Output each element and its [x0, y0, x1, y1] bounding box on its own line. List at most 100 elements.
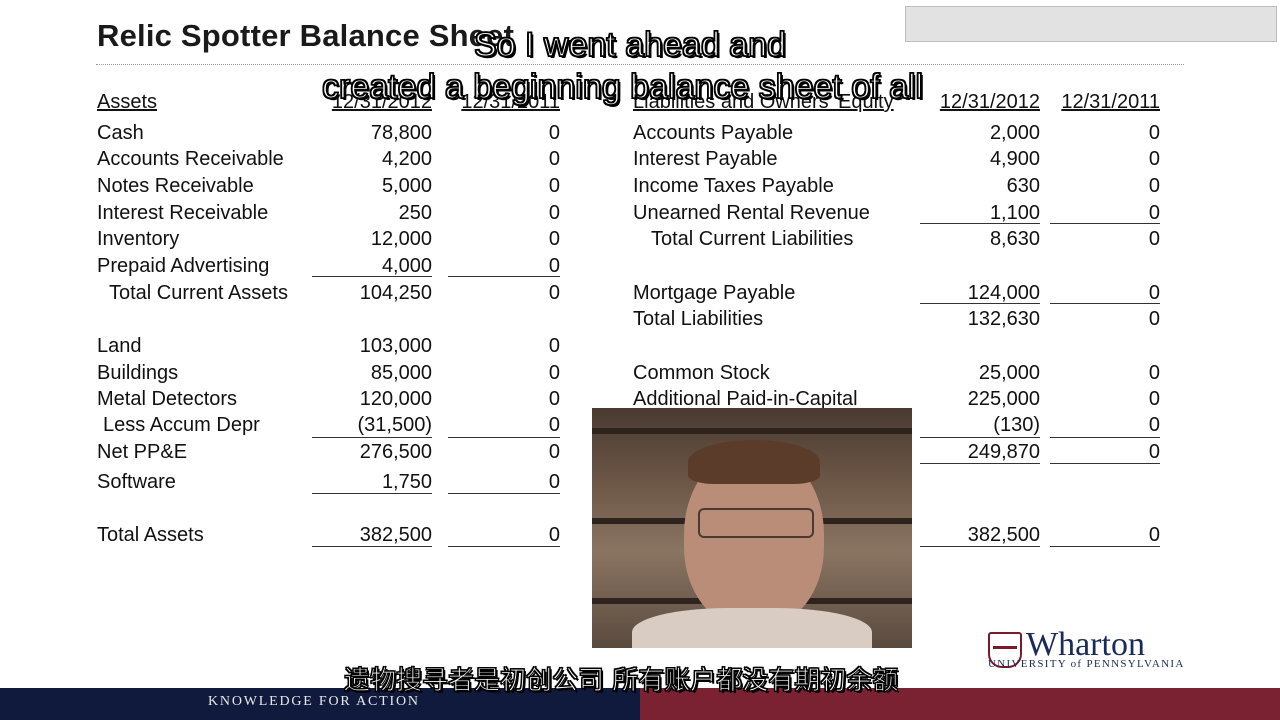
liability-label: Total Liabilities	[633, 308, 764, 330]
underline	[448, 493, 560, 494]
asset-label: Software	[97, 471, 176, 493]
underline	[312, 493, 432, 494]
liability-label: Income Taxes Payable	[633, 175, 834, 197]
underline	[312, 546, 432, 547]
underline	[1050, 437, 1160, 438]
assets-date-2012: 12/31/2012	[331, 91, 432, 113]
liability-value-2011: 0	[1148, 175, 1160, 197]
footer-band-navy	[0, 688, 640, 720]
asset-label: Notes Receivable	[97, 175, 254, 197]
underline	[1050, 223, 1160, 224]
liability-value-2012: 25,000	[978, 362, 1040, 384]
shield-icon	[988, 632, 1022, 668]
asset-value-2011: 0	[548, 255, 560, 277]
liability-value-2011: 0	[1148, 202, 1160, 224]
liability-value-2012: 4,900	[989, 148, 1040, 170]
underline	[920, 463, 1040, 464]
underline	[448, 276, 560, 277]
assets-date-2011: 12/31/2011	[461, 91, 560, 113]
asset-value-2011: 0	[548, 228, 560, 250]
liability-value-2012: 225,000	[967, 388, 1040, 410]
asset-label: Metal Detectors	[97, 388, 238, 410]
asset-value-2011: 0	[548, 202, 560, 224]
asset-value-2011: 0	[548, 388, 560, 410]
title-divider	[96, 64, 1184, 65]
logo-subtitle: UNIVERSITY of PENNSYLVANIA	[988, 658, 1185, 670]
liability-value-2012: 8,630	[989, 228, 1040, 250]
liability-value-2012: 132,630	[967, 308, 1040, 330]
asset-label: Cash	[97, 122, 144, 144]
asset-value-2011: 0	[548, 122, 560, 144]
liab-date-2011: 12/31/2011	[1061, 91, 1160, 113]
liability-label: Common Stock	[633, 362, 770, 384]
liability-value-2012: 249,870	[967, 441, 1040, 463]
underline	[920, 437, 1040, 438]
liability-value-2012: 382,500	[967, 524, 1040, 546]
asset-label: Prepaid Advertising	[97, 255, 270, 277]
underline	[312, 276, 432, 277]
asset-label: Buildings	[97, 362, 179, 384]
liability-label: Accounts Payable	[633, 122, 794, 144]
asset-value-2012: 382,500	[359, 524, 432, 546]
asset-value-2012: 78,800	[370, 122, 432, 144]
logo-wordmark: Wharton	[1026, 626, 1145, 663]
asset-value-2011: 0	[548, 175, 560, 197]
liability-value-2012: 124,000	[967, 282, 1040, 304]
liability-value-2011: 0	[1148, 362, 1160, 384]
liability-value-2012: 2,000	[989, 122, 1040, 144]
liabilities-header: Liabilities and Owners' Equity	[633, 91, 894, 113]
asset-value-2011: 0	[548, 414, 560, 436]
asset-value-2012: 104,250	[359, 282, 432, 304]
asset-value-2011: 0	[548, 282, 560, 304]
asset-value-2012: 250	[398, 202, 432, 224]
asset-value-2012: 12,000	[370, 228, 432, 250]
liability-value-2011: 0	[1148, 282, 1160, 304]
glasses-icon	[698, 508, 814, 538]
underline	[448, 437, 560, 438]
liability-value-2011: 0	[1148, 308, 1160, 330]
asset-value-2012: 120,000	[359, 388, 432, 410]
liability-value-2011: 0	[1148, 148, 1160, 170]
liability-value-2012: (130)	[993, 414, 1040, 436]
assets-header: Assets	[97, 91, 158, 113]
asset-value-2012: 4,200	[381, 148, 432, 170]
liab-date-2012: 12/31/2012	[939, 91, 1040, 113]
caption-chinese: 遗物搜寻者是初创公司 所有账户都没有期初余额	[343, 666, 899, 697]
asset-label: Interest Receivable	[97, 202, 269, 224]
liability-value-2011: 0	[1148, 414, 1160, 436]
liability-label: Unearned Rental Revenue	[633, 202, 870, 224]
underline	[920, 303, 1040, 304]
asset-value-2012: 5,000	[381, 175, 432, 197]
asset-value-2011: 0	[548, 471, 560, 493]
underline	[1050, 463, 1160, 464]
liability-value-2011: 0	[1148, 228, 1160, 250]
underline	[448, 546, 560, 547]
asset-value-2012: 103,000	[359, 335, 432, 357]
asset-value-2011: 0	[548, 524, 560, 546]
underline	[312, 437, 432, 438]
asset-label: Land	[97, 335, 142, 357]
asset-label: Net PP&E	[97, 441, 188, 463]
asset-value-2011: 0	[548, 335, 560, 357]
asset-value-2011: 0	[548, 148, 560, 170]
asset-value-2012: 4,000	[381, 255, 432, 277]
top-right-panel	[905, 6, 1277, 42]
asset-value-2012: 1,750	[381, 471, 432, 493]
slide-title: Relic Spotter Balance Sheet	[97, 18, 515, 53]
underline	[1050, 546, 1160, 547]
underline	[1050, 303, 1160, 304]
liability-value-2012: 1,100	[989, 202, 1040, 224]
asset-label: Total Current Assets	[109, 282, 288, 304]
footer-band-maroon	[640, 688, 1280, 720]
presenter-video	[592, 408, 912, 648]
underline	[920, 223, 1040, 224]
asset-label: Less Accum Depr	[103, 414, 260, 436]
liability-label: Mortgage Payable	[633, 282, 796, 304]
footer-tagline: KNOWLEDGE FOR ACTION	[208, 694, 420, 709]
asset-label: Accounts Receivable	[97, 148, 284, 170]
caption-english-line1: So I went ahead and	[473, 25, 787, 65]
underline	[920, 546, 1040, 547]
liability-value-2011: 0	[1148, 441, 1160, 463]
liability-value-2011: 0	[1148, 388, 1160, 410]
asset-label: Total Assets	[97, 524, 204, 546]
